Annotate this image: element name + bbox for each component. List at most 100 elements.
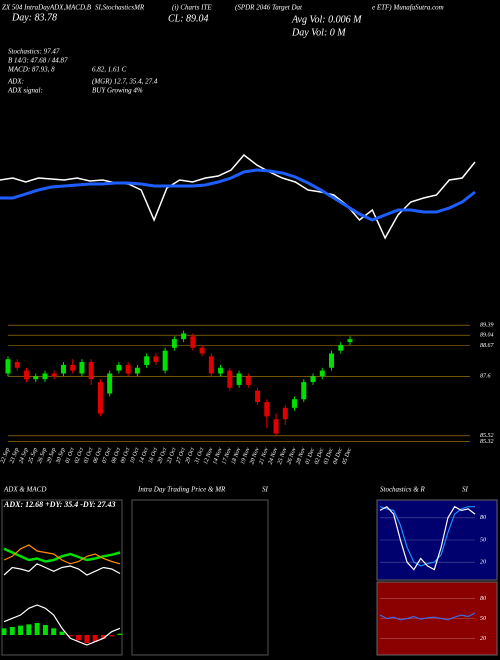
x-tick-label: 17 Nov	[221, 447, 233, 465]
stochastics-panel	[376, 499, 498, 581]
line-series	[0, 153, 476, 240]
candle-body	[310, 376, 316, 383]
header-text: SI,StochasticsMR	[95, 4, 145, 12]
candle-body	[51, 373, 57, 377]
candle-body	[264, 402, 270, 417]
line-series	[3, 563, 121, 576]
x-tick-label: 20 Oct	[157, 447, 168, 465]
candle-body	[116, 364, 122, 371]
candle-body	[301, 382, 307, 400]
candle-body	[338, 344, 344, 351]
line-series	[3, 604, 121, 646]
y-tick-label: 85.52	[480, 433, 494, 439]
x-tick-label: 22 Sep	[0, 447, 11, 464]
candle-body	[199, 347, 205, 354]
x-tick-label: 29 Sep	[46, 447, 57, 464]
y-tick-label: 89.39	[480, 323, 494, 329]
x-tick-label: 08 Oct	[111, 447, 122, 465]
header-text: BUY Growing 4%	[92, 87, 143, 95]
x-tick-label: 03 Dec	[323, 447, 335, 465]
x-tick-label: 28 Nov	[295, 447, 307, 465]
candle-body	[42, 373, 48, 380]
x-tick-label: 29 Oct	[185, 447, 196, 465]
line-series	[379, 506, 475, 567]
y-tick-label: 88.67	[480, 343, 495, 349]
candle-body	[97, 382, 103, 414]
x-tick-label: 09 Oct	[120, 447, 131, 465]
candle-body	[255, 390, 261, 403]
header-text: B 14/3: 47.68 / 44.87	[8, 57, 68, 65]
y-tick-label: 89.04	[480, 332, 494, 339]
intraday-panel	[131, 499, 269, 656]
macd-bar	[59, 631, 65, 635]
macd-bar	[76, 635, 82, 641]
macd-bar	[1, 628, 7, 635]
x-tick-label: 18 Nov	[231, 447, 243, 465]
x-tick-label: 31 Oct	[194, 447, 206, 465]
macd-bar	[42, 625, 48, 635]
panel-subtitle: SI	[262, 486, 269, 494]
candle-body	[218, 367, 224, 374]
panel-title: ADX & MACD	[3, 486, 46, 494]
candle-body	[14, 362, 20, 368]
line-series	[0, 168, 476, 222]
macd-bar	[67, 635, 73, 637]
x-tick-label: 07 Oct	[102, 447, 113, 465]
macd-bar	[117, 633, 123, 635]
x-tick-label: 21 Nov	[258, 447, 270, 465]
candle-body	[60, 364, 66, 374]
x-tick-label: 23 Oct	[166, 447, 177, 465]
x-tick-label: 25 Nov	[277, 447, 289, 465]
header-text: (MGR) 12.7, 35.4, 27.4	[92, 78, 158, 86]
y-tick-label: 87.6	[480, 374, 491, 380]
macd-bar	[100, 635, 106, 639]
candle-body	[171, 339, 177, 348]
x-tick-label: 03 Oct	[83, 447, 94, 465]
candle-body	[208, 356, 214, 374]
candle-body	[273, 419, 279, 434]
y-tick-label: 80	[480, 596, 486, 602]
header-text: ADX:	[7, 78, 24, 86]
candle-body	[282, 407, 288, 420]
candle-body	[79, 362, 85, 374]
candle-body	[107, 373, 113, 394]
candle-body	[144, 356, 150, 365]
y-tick-label: 50	[480, 537, 486, 543]
header-text: 6.82, 1.61 C	[92, 66, 127, 74]
candle-body	[190, 336, 196, 348]
header-text: Day Vol: 0 M	[291, 27, 346, 38]
candle-body	[23, 370, 29, 380]
panel-subtitle: SI	[462, 486, 469, 494]
x-tick-label: 10 Oct	[129, 447, 140, 465]
header-text: ZX 504 IntraDayADX,MACD,B	[2, 4, 92, 12]
x-tick-label: 27 Oct	[176, 447, 187, 465]
y-tick-label: 50	[480, 616, 486, 622]
header-text: (SPDR 2046 Target Dat	[235, 4, 303, 12]
candle-body	[125, 364, 131, 374]
x-tick-label: 23 Sep	[9, 447, 20, 464]
macd-bar	[18, 625, 24, 635]
macd-bar	[9, 627, 15, 635]
panel-subtitle: ADX: 12.68 +DY: 35.4 -DY: 27.43	[3, 500, 116, 509]
y-tick-label: 20	[480, 636, 486, 642]
candle-body	[153, 356, 159, 363]
header-text: ADX signal:	[7, 87, 43, 95]
x-tick-label: 12 Nov	[203, 447, 215, 465]
candle-body	[134, 367, 140, 374]
x-tick-label: 06 Oct	[92, 447, 103, 465]
x-tick-label: 16 Oct	[148, 447, 159, 465]
macd-bar	[26, 624, 32, 635]
x-tick-label: 05 Dec	[342, 447, 354, 465]
y-tick-label: 20	[480, 560, 486, 566]
line-series	[379, 612, 476, 621]
panel-title: Intra Day Trading Price & MR	[137, 486, 226, 494]
macd-bar	[109, 635, 115, 637]
candle-body	[33, 376, 39, 380]
x-tick-label: 01 Oct	[65, 447, 76, 465]
candle-body	[227, 370, 233, 388]
candle-body	[5, 359, 11, 374]
macd-bar	[92, 635, 98, 642]
line-series	[3, 544, 121, 565]
candle-body	[347, 339, 353, 343]
